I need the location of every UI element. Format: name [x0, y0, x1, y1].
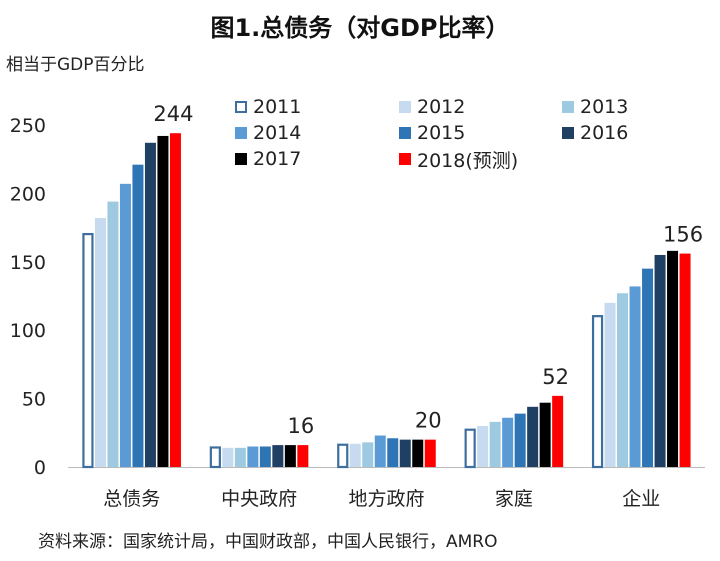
bar-2018-0	[169, 133, 181, 467]
bar-2018-1	[297, 445, 309, 467]
y-tick-label: 150	[10, 252, 46, 274]
bar-2013-4	[617, 293, 629, 467]
bar-2013-3	[489, 421, 501, 467]
legend-label: 2017	[253, 148, 302, 170]
bar-2012-1	[222, 447, 234, 467]
y-tick-label: 0	[34, 457, 46, 479]
bar-2014-2	[374, 435, 386, 467]
bar-2013-1	[234, 447, 246, 467]
bar-2011-4	[591, 315, 604, 469]
source-note: 资料来源：国家统计局，中国财政部，中国人民银行，AMRO	[38, 532, 498, 552]
legend-item: 2012	[399, 95, 465, 119]
legend-item: 2015	[399, 121, 465, 145]
bar-2013-0	[107, 201, 119, 467]
legend-item: 2018(预测)	[399, 147, 519, 172]
bar-2012-4	[604, 302, 616, 467]
legend-swatch	[562, 101, 574, 113]
bar-2015-3	[514, 413, 526, 467]
bar-2011-3	[464, 428, 476, 469]
legend-item: 2013	[562, 95, 628, 119]
bar-2012-0	[94, 218, 106, 467]
bar-2015-0	[132, 164, 144, 467]
bar-2011-0	[82, 232, 94, 469]
y-tick-label: 100	[10, 320, 46, 342]
bar-2018-3	[552, 395, 564, 467]
bar-2017-1	[284, 445, 296, 467]
legend-item: 2014	[235, 121, 301, 145]
legend-swatch	[399, 101, 411, 113]
bar-2016-2	[399, 439, 411, 467]
legend-label: 2011	[253, 96, 302, 118]
x-tick-label: 企业	[622, 488, 660, 510]
bar-2015-2	[387, 438, 399, 467]
legend-swatch	[399, 127, 411, 139]
bar-2014-0	[119, 183, 131, 467]
bar-2012-2	[349, 443, 361, 467]
x-tick-label: 地方政府	[348, 488, 424, 510]
bar-2017-4	[667, 250, 679, 467]
bar-2017-3	[539, 402, 551, 467]
data-label: 52	[542, 365, 569, 389]
legend-item: 2016	[562, 121, 628, 145]
legend-label: 2013	[580, 96, 629, 118]
bar-2015-1	[259, 446, 271, 467]
legend-item: 2011	[235, 95, 301, 119]
y-axis-label: 相当于GDP百分比	[6, 55, 145, 75]
data-label: 20	[415, 409, 442, 433]
data-label: 16	[287, 414, 314, 438]
x-tick-label: 家庭	[495, 488, 533, 510]
y-tick-label: 250	[10, 115, 46, 137]
legend-label: 2012	[417, 96, 466, 118]
bar-2014-3	[502, 417, 514, 467]
legend-swatch	[235, 127, 247, 139]
bar-2016-3	[527, 406, 539, 467]
y-tick-label: 200	[10, 183, 46, 205]
bar-2012-3	[477, 425, 489, 467]
bar-2016-1	[272, 445, 284, 467]
bar-2018-2	[424, 439, 436, 467]
bar-2013-2	[362, 442, 374, 467]
bar-2018-4	[679, 253, 691, 467]
bar-2017-2	[412, 439, 424, 467]
chart-title: 图1.总债务（对GDP比率）	[210, 14, 510, 42]
bar-2014-4	[629, 286, 641, 467]
legend-item: 2017	[235, 147, 301, 171]
data-label: 244	[153, 102, 193, 126]
legend-label: 2018(预测)	[417, 149, 519, 172]
y-tick-label: 50	[22, 389, 46, 411]
bar-2011-2	[337, 443, 349, 469]
legend-swatch	[235, 153, 247, 165]
bar-2017-0	[157, 135, 169, 467]
legend-swatch	[235, 101, 247, 113]
legend-swatch	[399, 153, 411, 165]
x-tick-label: 总债务	[103, 488, 160, 510]
bar-2015-4	[642, 268, 654, 467]
legend-label: 2016	[580, 122, 629, 144]
data-label: 156	[663, 223, 703, 247]
legend-label: 2015	[417, 122, 466, 144]
bar-2016-4	[654, 254, 666, 467]
x-tick-label: 中央政府	[221, 488, 297, 510]
legend-swatch	[562, 127, 574, 139]
bar-2016-0	[144, 142, 156, 467]
legend-label: 2014	[253, 122, 302, 144]
bar-2011-1	[209, 446, 221, 469]
bar-2014-1	[247, 446, 259, 467]
